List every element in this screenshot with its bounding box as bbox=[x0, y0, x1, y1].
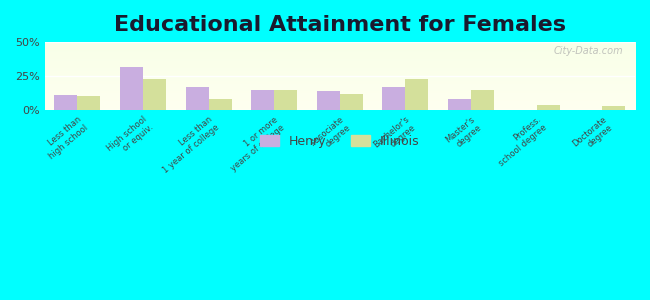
Bar bbox=[317, 91, 340, 110]
Bar bbox=[537, 104, 560, 110]
Bar bbox=[209, 99, 231, 110]
Text: City-Data.com: City-Data.com bbox=[554, 46, 623, 56]
Bar bbox=[77, 96, 100, 110]
Title: Educational Attainment for Females: Educational Attainment for Females bbox=[114, 15, 566, 35]
Bar bbox=[120, 67, 143, 110]
Bar bbox=[186, 87, 209, 110]
Bar bbox=[382, 87, 406, 110]
Bar bbox=[602, 106, 625, 110]
Bar bbox=[55, 95, 77, 110]
Bar bbox=[448, 99, 471, 110]
Legend: Henry, Illinois: Henry, Illinois bbox=[255, 130, 424, 152]
Bar bbox=[340, 94, 363, 110]
Bar bbox=[471, 90, 494, 110]
Bar bbox=[274, 90, 297, 110]
Bar bbox=[252, 90, 274, 110]
Bar bbox=[406, 79, 428, 110]
Bar bbox=[143, 79, 166, 110]
